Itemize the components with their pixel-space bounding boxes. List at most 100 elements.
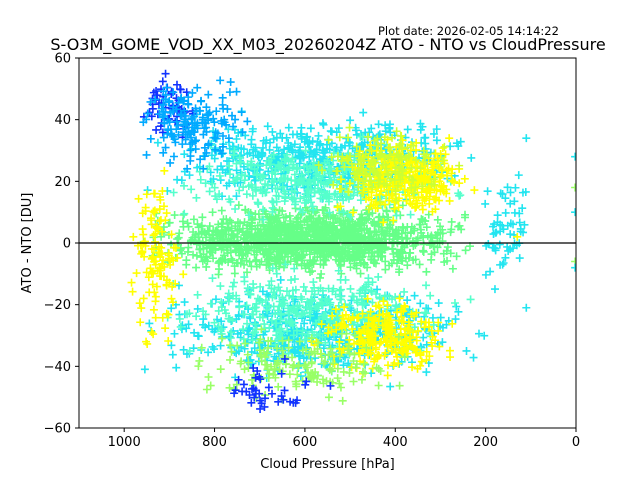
data-point-core-band (183, 219, 192, 228)
data-point-upper-cyan (221, 168, 230, 177)
data-point-core-band (312, 232, 321, 241)
data-point-upper-cyan (345, 141, 354, 150)
data-point-core-band (222, 239, 231, 248)
data-point-lower-cyan (193, 304, 202, 313)
data-point-lower-cyan (167, 341, 176, 350)
data-point-core-band (368, 209, 377, 218)
data-point-upper-cyan (314, 131, 323, 140)
data-point-core-band (253, 235, 262, 244)
data-point-lower-cyan (469, 353, 478, 362)
data-point-upper-light-cyan (229, 151, 238, 160)
data-point-core-band (356, 269, 365, 278)
data-point-lower-cyan (373, 285, 382, 294)
data-point-core-band (392, 226, 401, 235)
data-point-upper-cyan (282, 133, 291, 142)
data-point-lower-cyan (310, 310, 319, 319)
data-point-core-band (321, 224, 330, 233)
data-point-upper-cyan (346, 116, 355, 125)
data-point-lower-cyan (208, 342, 217, 351)
data-point-upper-cyan (213, 165, 222, 174)
data-point-core-band (350, 259, 359, 268)
data-point-upper-cyan (332, 128, 341, 137)
data-point-core-band (461, 246, 470, 255)
data-point-core-band (370, 259, 379, 268)
data-point-core-band (310, 222, 319, 231)
data-point-core-band (271, 259, 280, 268)
data-point-core-band (351, 244, 360, 253)
data-point-core-band (297, 250, 306, 259)
data-point-lower-cyan (277, 345, 286, 354)
data-point-core-band (439, 249, 448, 258)
data-point-core-band (400, 243, 409, 252)
y-tick-label: −60 (44, 422, 71, 437)
data-point-lower-cyan (451, 315, 460, 324)
data-point-core-band (278, 253, 287, 262)
data-point-upper-cyan (232, 166, 241, 175)
data-point-core-band (403, 234, 412, 243)
data-point-core-band (234, 201, 243, 210)
data-point-upper-light-cyan (235, 186, 244, 195)
data-point-core-band (205, 222, 214, 231)
data-point-lower-cyan (216, 341, 225, 350)
data-point-core-band (247, 262, 256, 271)
data-point-core-band (159, 223, 168, 232)
data-point-lower-cyan (219, 323, 228, 332)
data-point-core-band (265, 254, 274, 263)
data-point-core-band (422, 267, 431, 276)
x-tick-label: 1000 (108, 435, 141, 450)
data-point-core-band (336, 256, 345, 265)
data-point-core-band (242, 243, 251, 252)
data-point-lower-cyan (462, 346, 471, 355)
data-point-upper-cyan (454, 142, 463, 151)
data-point-upper-cyan (416, 125, 425, 134)
data-point-lower-cyan (295, 351, 304, 360)
data-point-lower-cyan (217, 317, 226, 326)
data-point-core-band (312, 246, 321, 255)
data-point-core-band (311, 221, 320, 230)
data-point-core-band (301, 234, 310, 243)
data-point-upper-cyan (360, 138, 369, 147)
data-point-lower-cyan (193, 331, 202, 340)
data-point-core-band (271, 235, 280, 244)
data-point-core-band (378, 239, 387, 248)
data-point-core-band (300, 259, 309, 268)
data-point-core-band (422, 223, 431, 232)
data-point-lower-cyan (234, 312, 243, 321)
data-point-core-band (273, 229, 282, 238)
data-point-lower-cyan (276, 275, 285, 284)
data-point-upper-cyan (279, 149, 288, 158)
data-point-upper-cyan (385, 124, 394, 133)
data-point-core-band (243, 268, 252, 277)
data-point-upper-cyan (272, 143, 281, 152)
data-point-upper-light-cyan (225, 170, 234, 179)
data-point-core-band (333, 214, 342, 223)
data-point-upper-cyan (180, 150, 189, 159)
data-point-upper-cyan (265, 145, 274, 154)
x-axis-label: Cloud Pressure [hPa] (260, 457, 395, 472)
data-point-upper-cyan (334, 124, 343, 133)
data-point-core-band (157, 232, 166, 241)
data-point-core-band (189, 228, 198, 237)
data-point-core-band (399, 224, 408, 233)
data-point-core-band (233, 218, 242, 227)
data-point-lower-cyan (145, 319, 154, 328)
data-point-core-band (241, 205, 250, 214)
data-point-lower-cyan (428, 313, 437, 322)
data-point-core-band (367, 252, 376, 261)
data-point-lower-cyan (179, 345, 188, 354)
data-point-core-band (427, 231, 436, 240)
data-point-core-band (184, 243, 193, 252)
data-point-core-band (372, 228, 381, 237)
data-point-upper-light-cyan (341, 178, 350, 187)
data-point-core-band (209, 254, 218, 263)
data-point-lower-cyan (172, 363, 181, 372)
x-tick-label: 800 (202, 435, 227, 450)
data-point-lower-cyan (233, 329, 242, 338)
chart-title: S-O3M_GOME_VOD_XX_M03_20260204Z ATO - NT… (50, 35, 605, 55)
data-point-upper-cyan (245, 148, 254, 157)
plot-date: Plot date: 2026-02-05 14:14:22 (378, 24, 559, 38)
data-point-core-band (353, 234, 362, 243)
y-tick-label: 20 (54, 175, 71, 190)
y-axis: 60 40 20 0 −20 −40 −60 (44, 52, 79, 437)
data-point-upper-cyan (337, 143, 346, 152)
